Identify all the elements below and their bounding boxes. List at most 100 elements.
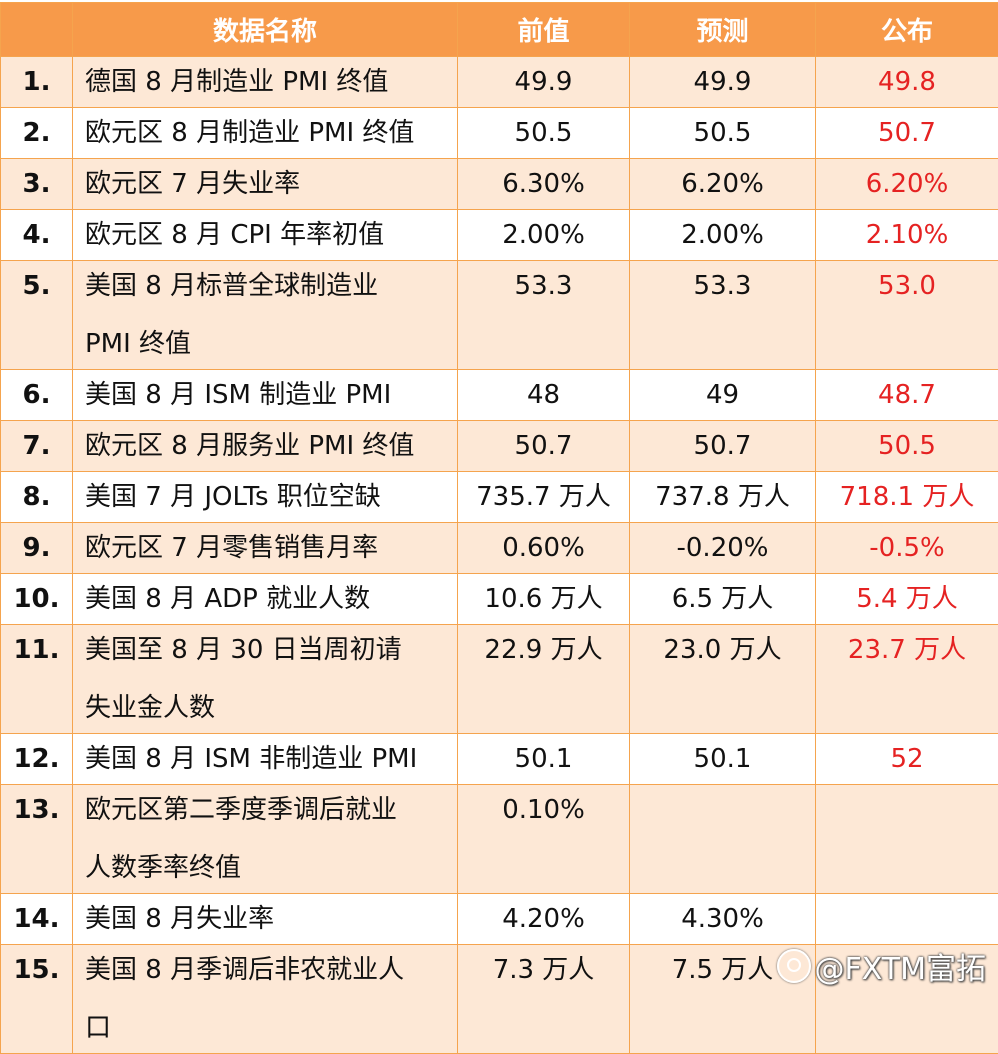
row-number-text: 11. xyxy=(1,617,72,675)
row-actual-text: 49.8 xyxy=(816,49,998,107)
row-name-line2: 口 xyxy=(85,995,457,1053)
row-prev: 0.10% xyxy=(458,785,630,894)
watermark-text: @FXTM富拓 xyxy=(815,944,987,988)
row-number: 15. xyxy=(1,945,73,1054)
row-number-text: 14. xyxy=(1,886,72,944)
row-name-line1: 美国 8 月 ISM 制造业 PMI xyxy=(85,362,457,420)
row-number-text: 15. xyxy=(1,937,72,995)
row-forecast xyxy=(630,785,816,894)
row-name: 美国 8 月季调后非农就业人口 xyxy=(73,945,458,1054)
row-forecast-text: 2.00% xyxy=(630,202,815,260)
row-actual-text: 718.1 万人 xyxy=(816,464,998,522)
row-number-text: 10. xyxy=(1,566,72,624)
row-name-line1: 欧元区 7 月零售销售月率 xyxy=(85,515,457,573)
row-prev-text: 0.60% xyxy=(458,515,629,573)
row-name-line1: 美国 8 月失业率 xyxy=(85,886,457,944)
row-name-line1: 欧元区 7 月失业率 xyxy=(85,151,457,209)
row-forecast-text: -0.20% xyxy=(630,515,815,573)
row-prev-text: 50.5 xyxy=(458,100,629,158)
row-number-text: 13. xyxy=(1,777,72,835)
row-prev-text: 4.20% xyxy=(458,886,629,944)
row-name-line1: 美国 8 月 ISM 非制造业 PMI xyxy=(85,726,457,784)
row-name-line1: 欧元区第二季度季调后就业 xyxy=(85,777,457,835)
row-prev: 735.7 万人 xyxy=(458,472,630,523)
row-actual: 53.0 xyxy=(816,261,998,370)
row-actual-text xyxy=(816,886,998,894)
row-name-line1: 美国 7 月 JOLTs 职位空缺 xyxy=(85,464,457,522)
row-actual: 718.1 万人 xyxy=(816,472,998,523)
row-name-line1: 美国 8 月季调后非农就业人 xyxy=(85,937,457,995)
row-actual-text: 48.7 xyxy=(816,362,998,420)
row-actual xyxy=(816,785,998,894)
row-forecast: 53.3 xyxy=(630,261,816,370)
row-prev-text: 7.3 万人 xyxy=(458,937,629,995)
row-number: 5. xyxy=(1,261,73,370)
weibo-icon xyxy=(777,949,811,983)
row-prev-text: 2.00% xyxy=(458,202,629,260)
row-prev-text: 10.6 万人 xyxy=(458,566,629,624)
row-forecast-text: 6.20% xyxy=(630,151,815,209)
row-prev-text: 735.7 万人 xyxy=(458,464,629,522)
row-forecast: 23.0 万人 xyxy=(630,625,816,734)
row-name-line1: 欧元区 8 月 CPI 年率初值 xyxy=(85,202,457,260)
row-number: 11. xyxy=(1,625,73,734)
row-prev-text: 48 xyxy=(458,362,629,420)
row-name: 欧元区 8 月服务业 PMI 终值 xyxy=(73,421,458,472)
row-number-text: 12. xyxy=(1,726,72,784)
row-name-line1: 美国 8 月 ADP 就业人数 xyxy=(85,566,457,624)
row-prev-text: 0.10% xyxy=(458,777,629,835)
row-prev-text: 50.1 xyxy=(458,726,629,784)
row-name-line2: 人数季率终值 xyxy=(85,835,457,893)
row-prev: 22.9 万人 xyxy=(458,625,630,734)
row-number: 13. xyxy=(1,785,73,894)
row-prev-text: 50.7 xyxy=(458,413,629,471)
row-name-line1: 欧元区 8 月服务业 PMI 终值 xyxy=(85,413,457,471)
row-forecast-text: 49 xyxy=(630,362,815,420)
row-number-text: 1. xyxy=(1,49,72,107)
row-forecast-text: 50.5 xyxy=(630,100,815,158)
row-name: 欧元区 8 月制造业 PMI 终值 xyxy=(73,108,458,159)
row-name-line1: 欧元区 8 月制造业 PMI 终值 xyxy=(85,100,457,158)
row-forecast-text: 6.5 万人 xyxy=(630,566,815,624)
row-number-text: 5. xyxy=(1,253,72,311)
row-actual-text: 50.5 xyxy=(816,413,998,471)
row-forecast-text: 737.8 万人 xyxy=(630,464,815,522)
row-prev-text: 49.9 xyxy=(458,49,629,107)
row-prev-text: 22.9 万人 xyxy=(458,617,629,675)
row-actual-text: 52 xyxy=(816,726,998,784)
row-actual-text: 5.4 万人 xyxy=(816,566,998,624)
row-actual-text: 50.7 xyxy=(816,100,998,158)
row-actual: 23.7 万人 xyxy=(816,625,998,734)
row-actual-text: 53.0 xyxy=(816,253,998,311)
row-number-text: 6. xyxy=(1,362,72,420)
row-number-text: 4. xyxy=(1,202,72,260)
row-name: 欧元区第二季度季调后就业人数季率终值 xyxy=(73,785,458,894)
row-forecast-text: 53.3 xyxy=(630,253,815,311)
row-forecast-text: 4.30% xyxy=(630,886,815,944)
row-number-text: 2. xyxy=(1,100,72,158)
row-number-text: 3. xyxy=(1,151,72,209)
row-name-line1: 美国 8 月标普全球制造业 xyxy=(85,253,457,311)
row-forecast-text: 49.9 xyxy=(630,49,815,107)
row-actual-text: -0.5% xyxy=(816,515,998,573)
row-name-line1: 美国至 8 月 30 日当周初请 xyxy=(85,617,457,675)
row-number-text: 9. xyxy=(1,515,72,573)
row-forecast: 737.8 万人 xyxy=(630,472,816,523)
row-number-text: 7. xyxy=(1,413,72,471)
row-actual-text: 23.7 万人 xyxy=(816,617,998,675)
row-actual-text: 6.20% xyxy=(816,151,998,209)
row-actual-text: 2.10% xyxy=(816,202,998,260)
row-prev: 53.3 xyxy=(458,261,630,370)
row-name-line1: 德国 8 月制造业 PMI 终值 xyxy=(85,49,457,107)
row-forecast-text: 23.0 万人 xyxy=(630,617,815,675)
row-name-line2: PMI 终值 xyxy=(85,311,457,369)
row-prev-text: 6.30% xyxy=(458,151,629,209)
row-prev-text: 53.3 xyxy=(458,253,629,311)
row-prev: 7.3 万人 xyxy=(458,945,630,1054)
row-name: 美国至 8 月 30 日当周初请失业金人数 xyxy=(73,625,458,734)
